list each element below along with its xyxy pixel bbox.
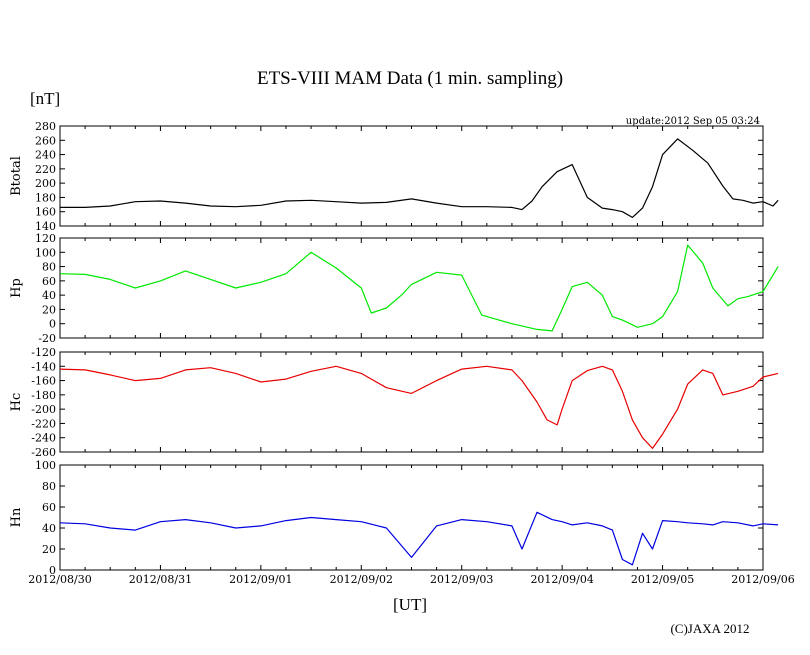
panel-frame [59,125,764,227]
y-tick-label: 40 [42,289,56,302]
y-tick-label: -200 [31,403,56,416]
x-axis-label: [UT] [393,595,427,614]
y-tick-label: -140 [31,360,56,373]
y-tick-label: 180 [35,191,56,204]
x-tick-label: 2012/09/02 [330,573,393,586]
y-tick-label: -120 [31,346,56,359]
y-tick-label: 0 [49,318,56,331]
panel-hc: -260-240 -220-200-180-160 -140-120 Hc [9,346,779,459]
series-line-hc [59,365,779,449]
y-axis-label: Btotal [9,156,24,196]
y-tick-label: -180 [31,389,56,402]
chart-title: ETS-VIII MAM Data (1 min. sampling) [257,68,563,89]
update-timestamp: update:2012 Sep 05 03:24 [626,116,760,127]
y-axis-label: Hp [9,278,24,298]
x-tick-label: 2012/09/06 [731,573,794,586]
y-tick-label: -160 [31,375,56,388]
y-tick-label: 100 [35,459,56,472]
y-tick-label: 220 [35,163,56,176]
y-tick-label: 260 [35,134,56,147]
y-tick-label: 200 [35,177,56,190]
x-tick-label: 2012/09/01 [229,573,292,586]
y-tick-label: 280 [35,120,56,133]
series-line-hn [59,511,779,566]
series-line-hp [59,244,779,332]
y-tick-label: 80 [42,480,56,493]
y-tick-label: 60 [42,501,56,514]
y-tick-label: 20 [42,303,56,316]
y-tick-label: 40 [42,522,56,535]
copyright-text: (C)JAXA 2012 [670,621,749,636]
x-tick-label: 2012/08/30 [28,573,91,586]
panels-group: 140160180200220240260280Btotal-200204060… [9,120,795,586]
y-tick-label: -220 [31,417,56,430]
series-line-btotal [60,138,779,218]
y-tick-label: 20 [42,543,56,556]
y-tick-label: 120 [35,232,56,245]
y-tick-label: -240 [31,432,56,445]
y-tick-label: -20 [38,332,56,345]
y-tick-label: 240 [35,149,56,162]
x-tick-label: 2012/09/05 [631,573,694,586]
y-tick-label: 0 [49,564,56,577]
y-axis-label: Hc [9,393,24,412]
y-tick-label: 140 [35,220,56,233]
y-tick-label: 100 [35,246,56,259]
x-tick-label: 2012/09/03 [430,573,493,586]
y-tick-label: 80 [42,261,56,274]
x-tick-label: 2012/08/31 [129,573,192,586]
y-tick-label: -260 [31,446,56,459]
panel-frame [59,464,764,571]
x-tick-label: 2012/09/04 [530,573,593,586]
panel-hn: 0 20 40 60 80 100 Hn [9,459,779,577]
panel-frame [59,237,764,339]
panel-frame [59,351,764,453]
y-tick-label: 60 [42,275,56,288]
unit-label: [nT] [30,89,60,108]
y-tick-label: 160 [35,206,56,219]
y-axis-label: Hn [9,507,24,527]
